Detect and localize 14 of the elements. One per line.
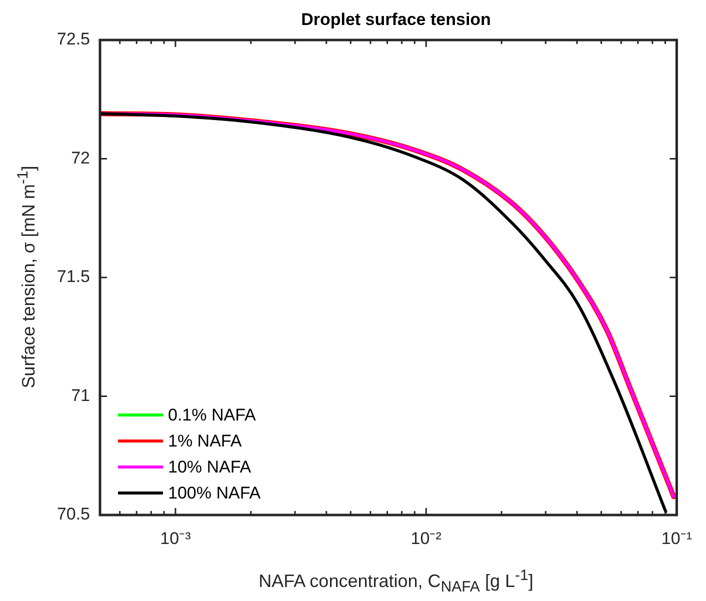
x-tick-label: 10⁻³ [160,528,192,548]
y-tick-label: 72.5 [56,30,90,49]
y-tick-label: 72 [71,148,90,168]
legend-label: 100% NAFA [168,484,262,503]
y-tick-label: 71 [71,386,90,405]
x-tick-label: 10⁻¹ [661,528,692,548]
legend-label: 10% NAFA [168,458,252,477]
x-tick-label: 10⁻² [410,528,442,548]
legend-label: 0.1% NAFA [168,406,257,425]
y-tick-label: 70.5 [56,504,90,524]
y-tick-label: 71.5 [56,267,90,286]
legend-label: 1% NAFA [168,432,242,451]
chart-title: Droplet surface tension [300,10,492,30]
x-axis-title: NAFA concentration, C$_{NAFA}$ [g L$^{-1}$] [258,567,534,596]
